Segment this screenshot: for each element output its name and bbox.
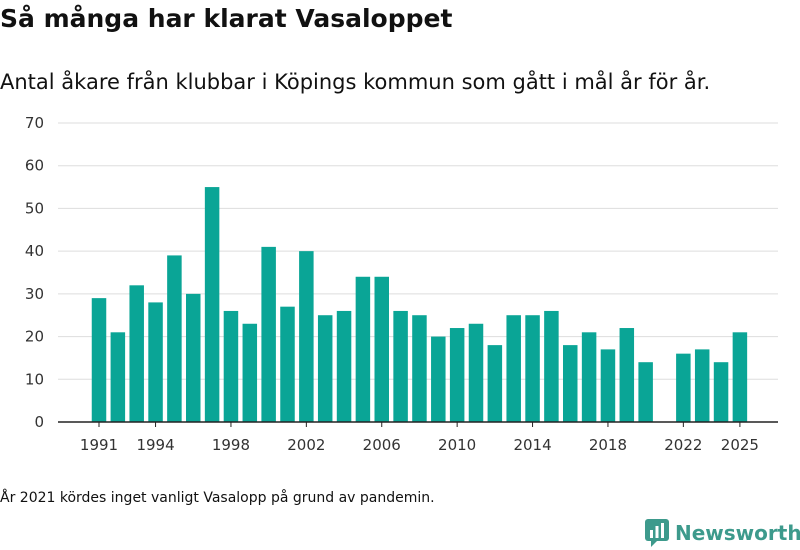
- x-tick-label: 1994: [136, 436, 174, 454]
- y-tick-label: 70: [25, 114, 44, 132]
- newsworthy-logo-icon: [645, 519, 669, 547]
- bar-2008: [412, 315, 427, 422]
- x-axis-labels: 1991 1994 1998 2002 2006 2010 2014 2018 2022 2025: [80, 422, 759, 454]
- y-tick-label: 60: [25, 157, 44, 175]
- bar-2024: [713, 362, 729, 422]
- bar-2022: [676, 353, 691, 422]
- x-tick-label: 2010: [438, 436, 476, 454]
- y-tick-label: 50: [25, 199, 44, 217]
- bar-2020: [638, 362, 653, 422]
- x-tick-label: 1991: [80, 436, 118, 454]
- bar-2011: [468, 323, 484, 422]
- bar-2018: [600, 349, 616, 422]
- bar-1993: [129, 285, 144, 422]
- bar-2003: [317, 315, 333, 422]
- bar-2012: [487, 345, 503, 422]
- bar-2014: [525, 315, 540, 422]
- x-tick-label: 2014: [513, 436, 551, 454]
- y-tick-label: 20: [25, 328, 44, 346]
- bar-2004: [336, 310, 352, 422]
- y-tick-label: 10: [25, 370, 44, 388]
- bar-1997: [204, 187, 220, 422]
- bar-1994: [148, 302, 163, 422]
- bar-2016: [563, 345, 578, 422]
- bar-1998: [223, 310, 239, 422]
- y-axis-labels: 0 10 20 30 40 50 60 70: [25, 114, 44, 431]
- bar-2005: [355, 276, 371, 422]
- bar-2007: [393, 310, 408, 422]
- x-tick-label: 2022: [664, 436, 702, 454]
- bar-2015: [544, 310, 559, 422]
- logo-text: Newsworthy: [675, 521, 800, 545]
- bar-1995: [167, 255, 182, 422]
- bar-2009: [431, 336, 446, 422]
- footnote: År 2021 kördes inget vanligt Vasalopp på…: [0, 490, 435, 506]
- newsworthy-logo[interactable]: Newsworthy: [645, 519, 800, 547]
- bars: [91, 187, 748, 422]
- x-tick-label: 2006: [363, 436, 401, 454]
- chart-title: Så många har klarat Vasaloppet: [0, 4, 453, 33]
- bar-2010: [449, 328, 465, 422]
- chart-subtitle: Antal åkare från klubbar i Köpings kommu…: [0, 70, 711, 94]
- x-tick-label: 2002: [287, 436, 325, 454]
- bar-2001: [280, 306, 295, 422]
- bar-2002: [299, 251, 314, 422]
- bar-1992: [110, 332, 126, 422]
- bar-2006: [374, 276, 389, 422]
- bar-2017: [581, 332, 597, 422]
- bar-1999: [242, 323, 258, 422]
- y-tick-label: 0: [34, 413, 44, 431]
- bar-2023: [694, 349, 710, 422]
- bar-1991: [91, 298, 107, 422]
- y-tick-label: 40: [25, 242, 44, 260]
- x-tick-label: 1998: [212, 436, 250, 454]
- y-tick-label: 30: [25, 285, 44, 303]
- x-tick-label: 2018: [589, 436, 627, 454]
- x-tick-label: 2025: [721, 436, 759, 454]
- bar-2019: [619, 328, 635, 422]
- bar-2000: [261, 246, 276, 422]
- bar-1996: [186, 293, 201, 422]
- bar-2013: [506, 315, 521, 422]
- bar-2025: [732, 332, 748, 422]
